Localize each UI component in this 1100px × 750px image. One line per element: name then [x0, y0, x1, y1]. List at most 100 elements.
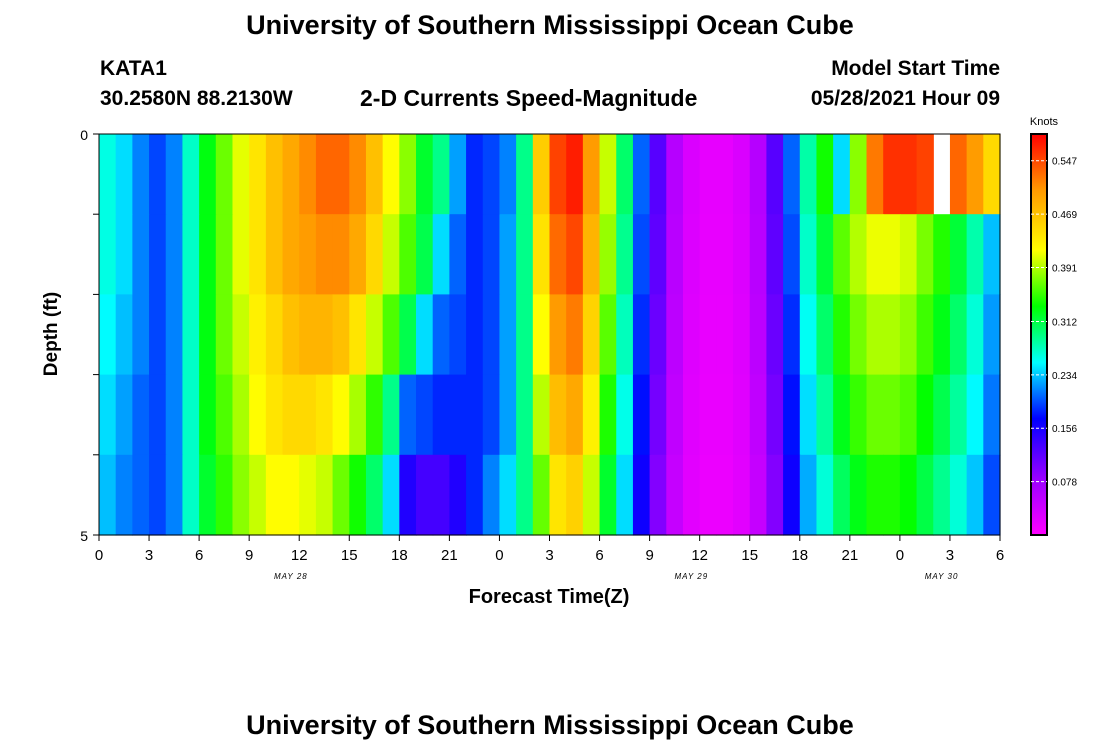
- heatmap-cell: [682, 454, 701, 536]
- heatmap-cell: [232, 294, 250, 376]
- heatmap-cell: [232, 214, 250, 295]
- heatmap-cell: [799, 214, 818, 295]
- heatmap-cell: [532, 294, 551, 376]
- heatmap-cell: [833, 374, 851, 456]
- page-title-bottom: University of Southern Mississippi Ocean…: [246, 710, 854, 740]
- heatmap-cell: [482, 294, 501, 376]
- heatmap-cell: [332, 454, 350, 536]
- heatmap-cell: [282, 214, 300, 295]
- x-tick-label: 15: [341, 547, 358, 564]
- heatmap-cell: [649, 454, 667, 536]
- heatmap-cell: [699, 374, 717, 456]
- heatmap-cell: [282, 294, 300, 376]
- date-label: MAY 30: [925, 572, 959, 581]
- heatmap-cell: [916, 294, 934, 376]
- heatmap-cells: [99, 134, 1001, 536]
- heatmap-cell: [616, 294, 634, 376]
- heatmap-cell: [716, 294, 734, 376]
- heatmap-cell: [599, 214, 617, 295]
- heatmap-cell: [99, 454, 117, 536]
- heatmap-cell: [265, 214, 284, 295]
- heatmap-cell: [449, 134, 467, 215]
- colorbar-tick-label: 0.469: [1052, 210, 1077, 221]
- heatmap-cell: [365, 134, 384, 215]
- heatmap-cell: [449, 294, 467, 376]
- heatmap-cell: [949, 214, 968, 295]
- heatmap-cell: [833, 134, 851, 215]
- heatmap-cell: [966, 374, 984, 456]
- x-tick-label: 3: [545, 547, 553, 564]
- heatmap-cell: [699, 454, 717, 536]
- heatmap-cell: [199, 294, 217, 376]
- heatmap-cell: [616, 374, 634, 456]
- heatmap-cell: [265, 134, 284, 215]
- heatmap-cell: [983, 454, 1001, 536]
- heatmap-cell: [315, 134, 334, 215]
- y-axis-label: Depth (ft): [41, 292, 62, 376]
- heatmap-cell: [966, 134, 984, 215]
- heatmap-cell: [783, 454, 801, 536]
- heatmap-cell: [749, 454, 768, 536]
- heatmap-cell: [349, 214, 367, 295]
- heatmap-cell: [666, 134, 684, 215]
- heatmap-cell: [682, 134, 701, 215]
- heatmap-cell: [232, 374, 250, 456]
- heatmap-cell: [115, 374, 133, 456]
- heatmap-cell: [199, 374, 217, 456]
- heatmap-cell: [416, 214, 434, 295]
- heatmap-cell: [899, 134, 918, 215]
- x-tick-label: 6: [996, 547, 1004, 564]
- heatmap-cell: [399, 374, 417, 456]
- heatmap-cell: [549, 374, 567, 456]
- heatmap-missing-cell: [938, 134, 945, 215]
- heatmap-cell: [199, 214, 217, 295]
- heatmap-cell: [165, 374, 184, 456]
- heatmap-cell: [149, 374, 167, 456]
- heatmap-cell: [883, 214, 901, 295]
- heatmap-cell: [666, 214, 684, 295]
- heatmap-cell: [215, 374, 234, 456]
- heatmap-cell: [232, 134, 250, 215]
- heatmap-cell: [315, 214, 334, 295]
- heatmap-cell: [866, 374, 884, 456]
- heatmap-cell: [315, 454, 334, 536]
- heatmap-cell: [699, 214, 717, 295]
- heatmap-cell: [866, 454, 884, 536]
- heatmap-cell: [416, 294, 434, 376]
- heatmap-cell: [382, 454, 400, 536]
- heatmap-cell: [933, 454, 951, 536]
- heatmap-cell: [933, 294, 951, 376]
- heatmap-cell: [933, 374, 951, 456]
- heatmap-cell: [783, 294, 801, 376]
- y-axis: [93, 133, 99, 536]
- heatmap-cell: [516, 134, 534, 215]
- heatmap-cell: [482, 134, 501, 215]
- heatmap-cell: [466, 374, 484, 456]
- heatmap-cell: [883, 454, 901, 536]
- heatmap-cell: [365, 294, 384, 376]
- heatmap-cell: [432, 214, 450, 295]
- heatmap-cell: [432, 294, 450, 376]
- x-tick-label: 18: [791, 547, 808, 564]
- heatmap-cell: [582, 454, 601, 536]
- heatmap-cell: [115, 134, 133, 215]
- heatmap-cell: [582, 294, 601, 376]
- heatmap-cell: [682, 214, 701, 295]
- heatmap-cell: [482, 454, 501, 536]
- heatmap-cell: [399, 294, 417, 376]
- heatmap-cell: [149, 454, 167, 536]
- heatmap-cell: [99, 134, 117, 215]
- heatmap-cell: [749, 134, 768, 215]
- heatmap-cell: [632, 134, 651, 215]
- heatmap-cell: [499, 134, 517, 215]
- heatmap-cell: [516, 294, 534, 376]
- heatmap-cell: [666, 374, 684, 456]
- x-tick-label: 0: [896, 547, 904, 564]
- heatmap-cell: [649, 214, 667, 295]
- heatmap-cell: [599, 454, 617, 536]
- heatmap-cell: [616, 214, 634, 295]
- heatmap-cell: [299, 294, 317, 376]
- heatmap-cell: [983, 134, 1001, 215]
- heatmap-cell: [816, 374, 834, 456]
- heatmap-cell: [816, 134, 834, 215]
